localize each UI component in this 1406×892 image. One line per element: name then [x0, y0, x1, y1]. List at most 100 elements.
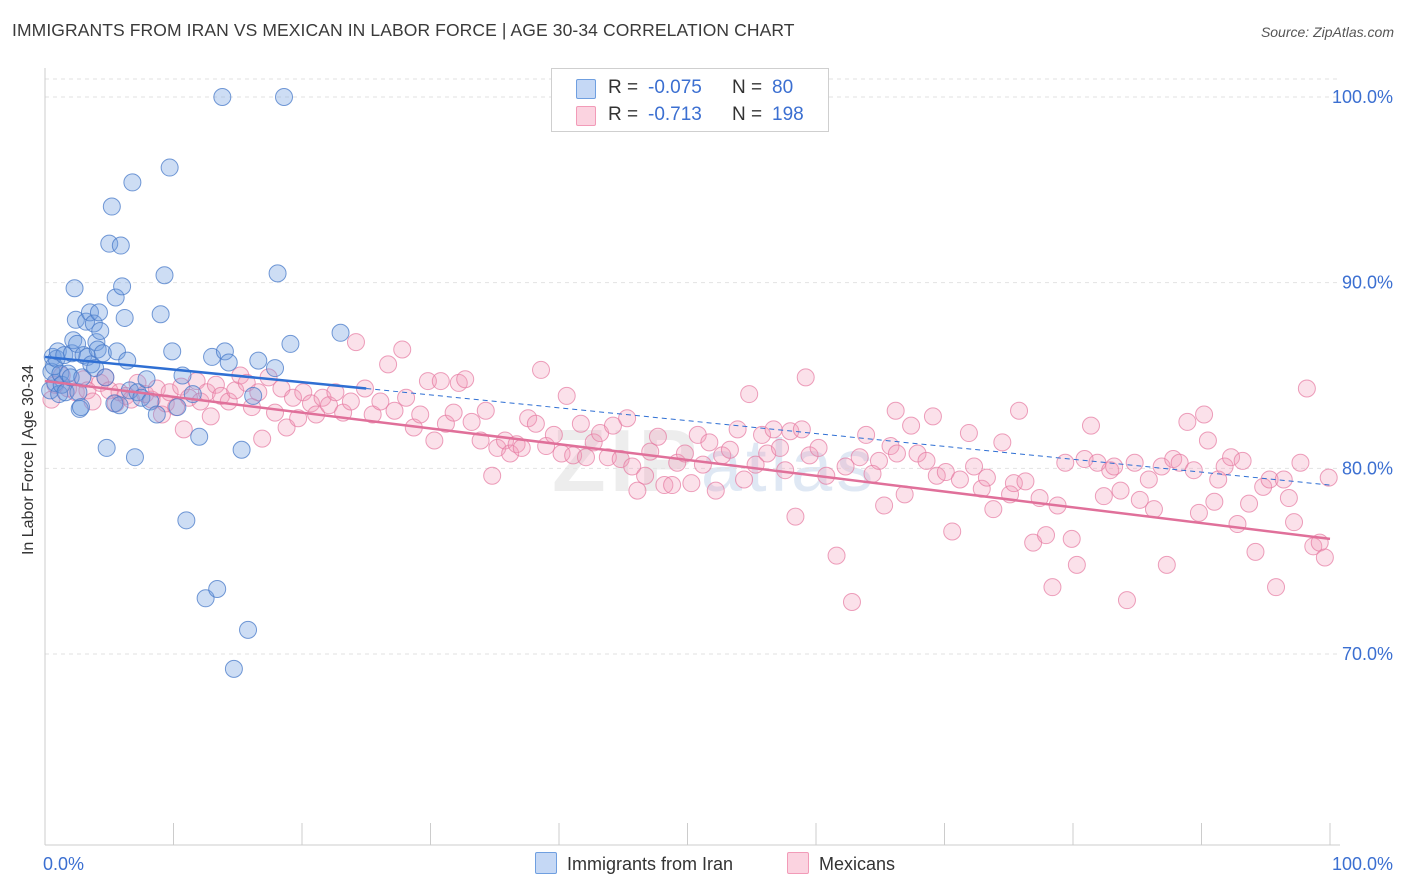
- mexican-point: [1240, 494, 1259, 513]
- mexican-point: [1056, 453, 1075, 472]
- mexican-point: [842, 593, 861, 612]
- mexican-point: [462, 412, 481, 431]
- mexican-point: [532, 360, 551, 379]
- mexican-point: [636, 466, 655, 485]
- mexican-point: [850, 448, 869, 467]
- legend-n-label: N =: [732, 77, 763, 98]
- mexican-point: [771, 438, 790, 457]
- mexican-point: [786, 507, 805, 526]
- iran-point: [111, 236, 130, 255]
- mexican-point: [1004, 474, 1023, 493]
- iran-point: [232, 440, 251, 459]
- mexican-point: [809, 438, 828, 457]
- mexican-point: [623, 457, 642, 476]
- iran-point: [77, 312, 96, 331]
- mexican-point: [1260, 470, 1279, 489]
- bottom-legend-label-iran: Immigrants from Iran: [567, 854, 734, 874]
- mexican-point: [483, 466, 502, 485]
- mexican-point: [1233, 451, 1252, 470]
- mexican-point: [201, 407, 220, 426]
- mexican-point: [397, 388, 416, 407]
- mexican-point: [444, 403, 463, 422]
- bottom-legend-label-mexicans: Mexicans: [819, 854, 896, 874]
- x-tick-label: 0.0%: [43, 854, 84, 874]
- mexican-point: [682, 474, 701, 493]
- iran-point: [96, 368, 115, 387]
- iran-point: [224, 659, 243, 678]
- mexican-point: [371, 392, 390, 411]
- mexican-point: [1279, 489, 1298, 508]
- mexican-point: [557, 386, 576, 405]
- mexican-point: [1215, 457, 1234, 476]
- iran-point: [281, 334, 300, 353]
- legend-r-label: R =: [608, 104, 639, 125]
- mexican-point: [1170, 453, 1189, 472]
- mexican-point: [603, 416, 622, 435]
- mexican-point: [700, 433, 719, 452]
- mexican-point: [1139, 470, 1158, 489]
- mexican-point: [796, 368, 815, 387]
- iran-point: [177, 511, 196, 530]
- mexican-point: [984, 500, 1003, 519]
- iran-point: [125, 448, 144, 467]
- mexican-point: [1319, 468, 1338, 487]
- iran-point: [137, 370, 156, 389]
- iran-point: [102, 197, 121, 216]
- iran-point: [215, 342, 234, 361]
- mexican-point: [869, 451, 888, 470]
- bottom-legend-iran: Immigrants from Iran: [535, 852, 733, 875]
- mexican-point: [1125, 453, 1144, 472]
- mexican-point: [753, 425, 772, 444]
- mexican-point: [1144, 500, 1163, 519]
- mexican-point: [993, 433, 1012, 452]
- legend-swatch-iran: [576, 79, 596, 99]
- mexican-point: [1043, 578, 1062, 597]
- legend-n-value: 198: [772, 104, 804, 125]
- mexican-point: [927, 466, 946, 485]
- mexican-point: [1111, 481, 1130, 500]
- mexican-point: [1267, 578, 1286, 597]
- mexican-point: [1285, 513, 1304, 532]
- iran-point: [160, 158, 179, 177]
- iran-point: [86, 359, 105, 378]
- mexican-point: [253, 429, 272, 448]
- legend-r-value: -0.075: [648, 77, 702, 98]
- iran-point: [190, 427, 209, 446]
- mexican-point: [584, 433, 603, 452]
- legend-r-value: -0.713: [648, 104, 702, 125]
- iran-point: [163, 342, 182, 361]
- iran-point: [275, 88, 294, 106]
- y-tick-label: 70.0%: [1342, 644, 1393, 664]
- mexican-point: [923, 407, 942, 426]
- mexican-point: [800, 446, 819, 465]
- mexican-point: [393, 340, 412, 359]
- correlation-legend: R = -0.075 N = 80 R = -0.713 N = 198: [551, 68, 829, 132]
- iran-point: [213, 88, 232, 106]
- mexican-point: [1209, 470, 1228, 489]
- mexican-point: [706, 481, 725, 500]
- mexican-point: [917, 451, 936, 470]
- iran-point: [91, 321, 110, 340]
- mexican-point: [341, 392, 360, 411]
- iran-point: [97, 438, 116, 457]
- mexican-point: [1246, 542, 1265, 561]
- mexican-point: [792, 420, 811, 439]
- mexican-point: [663, 476, 682, 495]
- mexican-point: [875, 496, 894, 515]
- mexican-point: [943, 522, 962, 541]
- mexican-point: [886, 401, 905, 420]
- mexican-point: [1094, 487, 1113, 506]
- iran-point: [331, 323, 350, 342]
- iran-point: [87, 333, 106, 352]
- mexican-point: [1062, 529, 1081, 548]
- iran-point: [244, 386, 263, 405]
- mexican-point: [902, 416, 921, 435]
- mexican-point: [576, 448, 595, 467]
- mexican-point: [720, 440, 739, 459]
- mexican-point: [827, 546, 846, 565]
- y-axis-label: In Labor Force | Age 30-34: [20, 364, 37, 556]
- iran-point: [107, 342, 126, 361]
- legend-r-label: R =: [608, 77, 639, 98]
- mexican-point: [1205, 492, 1224, 511]
